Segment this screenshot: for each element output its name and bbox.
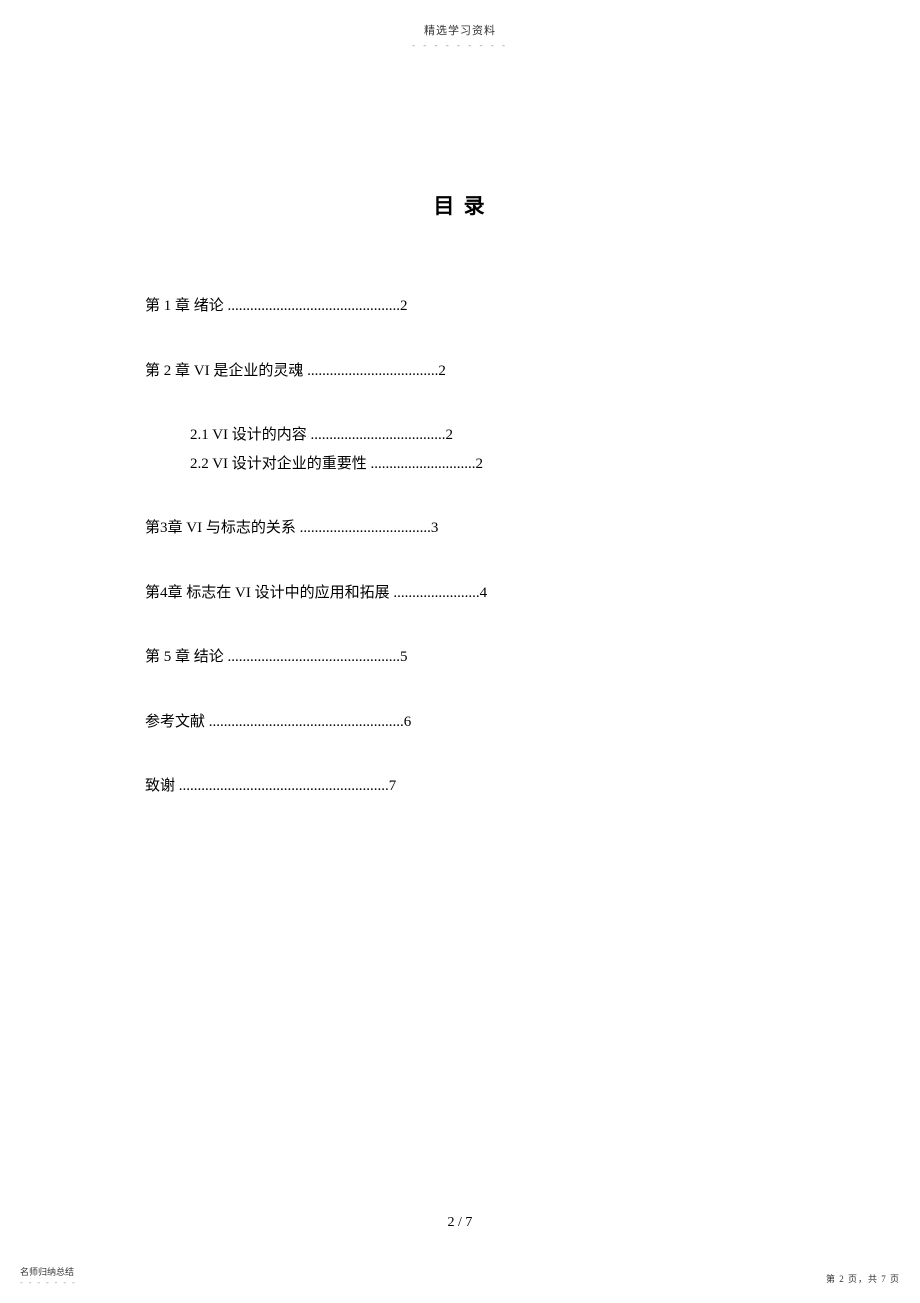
toc-entry: 第4章 标志在 VI 设计中的应用和拓展 ...................… bbox=[145, 582, 775, 605]
footer-left-text: 名师归纳总结 bbox=[20, 1265, 77, 1278]
footer-left-dots: - - - - - - - bbox=[20, 1278, 77, 1287]
header-dots: - - - - - - - - - bbox=[0, 40, 920, 50]
header-text: 精选学习资料 bbox=[0, 22, 920, 38]
toc-entry: 参考文献 ...................................… bbox=[145, 711, 775, 734]
page-number: 2 / 7 bbox=[0, 1215, 920, 1231]
footer-right: 第 2 页，共 7 页 bbox=[826, 1272, 900, 1285]
document-title: 目 录 bbox=[0, 190, 920, 220]
toc-entry: 2.1 VI 设计的内容 ...........................… bbox=[190, 424, 775, 447]
toc-entry: 第 2 章 VI 是企业的灵魂 ........................… bbox=[145, 360, 775, 383]
table-of-contents: 第 1 章 绪论 ...............................… bbox=[145, 295, 775, 798]
footer-left: 名师归纳总结 - - - - - - - bbox=[20, 1265, 77, 1287]
toc-entry: 第 5 章 结论 ...............................… bbox=[145, 646, 775, 669]
toc-entry: 第 1 章 绪论 ...............................… bbox=[145, 295, 775, 318]
page-header: 精选学习资料 - - - - - - - - - bbox=[0, 0, 920, 50]
toc-entry: 致谢 .....................................… bbox=[145, 775, 775, 798]
toc-entry: 第3章 VI 与标志的关系 ..........................… bbox=[145, 517, 775, 540]
toc-entry: 2.2 VI 设计对企业的重要性 .......................… bbox=[190, 453, 775, 476]
